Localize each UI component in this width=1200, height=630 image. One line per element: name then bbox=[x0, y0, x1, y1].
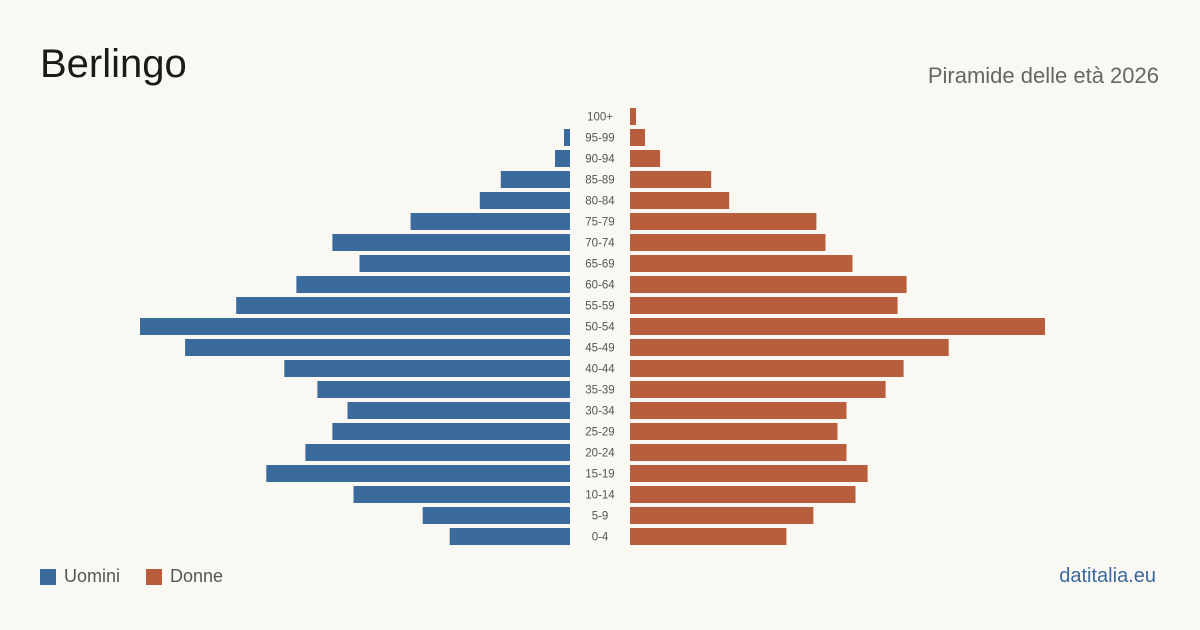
bar-women-0-4 bbox=[630, 528, 787, 545]
bar-men-5-9 bbox=[422, 507, 570, 524]
bar-men-50-54 bbox=[140, 318, 570, 335]
legend-label-men: Uomini bbox=[64, 566, 121, 586]
legend-item-men: Uomini bbox=[40, 566, 120, 587]
bar-men-60-64 bbox=[296, 276, 570, 293]
bar-men-30-34 bbox=[347, 402, 570, 419]
age-label-65-69: 65-69 bbox=[585, 259, 614, 271]
bar-women-75-79 bbox=[630, 213, 817, 230]
bar-women-35-39 bbox=[630, 381, 886, 398]
age-label-40-44: 40-44 bbox=[585, 364, 615, 376]
bar-women-95-99 bbox=[630, 129, 645, 146]
age-label-100+: 100+ bbox=[587, 112, 613, 124]
bar-men-85-89 bbox=[500, 171, 570, 188]
age-label-50-54: 50-54 bbox=[585, 322, 615, 334]
age-label-0-4: 0-4 bbox=[592, 532, 609, 544]
bar-women-90-94 bbox=[630, 150, 661, 167]
age-label-20-24: 20-24 bbox=[585, 448, 615, 460]
age-label-85-89: 85-89 bbox=[585, 175, 614, 187]
age-label-45-49: 45-49 bbox=[585, 343, 614, 355]
bar-women-70-74 bbox=[630, 234, 826, 251]
bar-women-10-14 bbox=[630, 486, 856, 503]
bar-women-40-44 bbox=[630, 360, 904, 377]
age-label-60-64: 60-64 bbox=[585, 280, 615, 292]
legend-label-women: Donne bbox=[170, 566, 224, 586]
bar-women-15-19 bbox=[630, 465, 868, 482]
bar-women-60-64 bbox=[630, 276, 907, 293]
bar-women-50-54 bbox=[630, 318, 1045, 335]
age-label-15-19: 15-19 bbox=[585, 469, 614, 481]
bar-men-45-49 bbox=[185, 339, 570, 356]
legend-swatch-women bbox=[146, 568, 163, 585]
bar-men-25-29 bbox=[332, 423, 570, 440]
bar-women-30-34 bbox=[630, 402, 847, 419]
bar-women-5-9 bbox=[630, 507, 814, 524]
age-label-30-34: 30-34 bbox=[585, 406, 615, 418]
bar-men-10-14 bbox=[353, 486, 570, 503]
bar-women-45-49 bbox=[630, 339, 949, 356]
bar-men-75-79 bbox=[410, 213, 570, 230]
bar-men-80-84 bbox=[479, 192, 570, 209]
bar-men-40-44 bbox=[284, 360, 570, 377]
age-label-95-99: 95-99 bbox=[585, 133, 614, 145]
bar-women-55-59 bbox=[630, 297, 898, 314]
bar-men-15-19 bbox=[266, 465, 570, 482]
bar-men-90-94 bbox=[555, 150, 570, 167]
bar-women-25-29 bbox=[630, 423, 838, 440]
age-label-10-14: 10-14 bbox=[585, 490, 615, 502]
bar-women-85-89 bbox=[630, 171, 712, 188]
age-label-75-79: 75-79 bbox=[585, 217, 614, 229]
chart-subtitle: Piramide delle età 2026 bbox=[927, 63, 1159, 88]
bar-men-35-39 bbox=[317, 381, 570, 398]
age-label-25-29: 25-29 bbox=[585, 427, 614, 439]
age-label-5-9: 5-9 bbox=[592, 511, 609, 523]
bar-men-55-59 bbox=[236, 297, 570, 314]
bar-men-95-99 bbox=[564, 129, 570, 146]
age-label-90-94: 90-94 bbox=[585, 154, 615, 166]
legend-item-women: Donne bbox=[146, 566, 223, 587]
age-label-35-39: 35-39 bbox=[585, 385, 614, 397]
bar-men-65-69 bbox=[359, 255, 570, 272]
bar-women-100+ bbox=[630, 108, 636, 125]
bar-women-20-24 bbox=[630, 444, 847, 461]
legend-swatch-men bbox=[40, 568, 56, 585]
age-label-55-59: 55-59 bbox=[585, 301, 614, 313]
age-label-70-74: 70-74 bbox=[585, 238, 615, 250]
age-label-80-84: 80-84 bbox=[585, 196, 615, 208]
page-title: Berlingo bbox=[40, 42, 187, 86]
bar-men-70-74 bbox=[332, 234, 570, 251]
bar-men-20-24 bbox=[305, 444, 570, 461]
bar-men-0-4 bbox=[449, 528, 570, 545]
bar-women-80-84 bbox=[630, 192, 730, 209]
legend: Uomini Donne bbox=[40, 566, 249, 587]
brand-link[interactable]: datitalia.eu bbox=[1059, 565, 1156, 587]
bar-women-65-69 bbox=[630, 255, 853, 272]
